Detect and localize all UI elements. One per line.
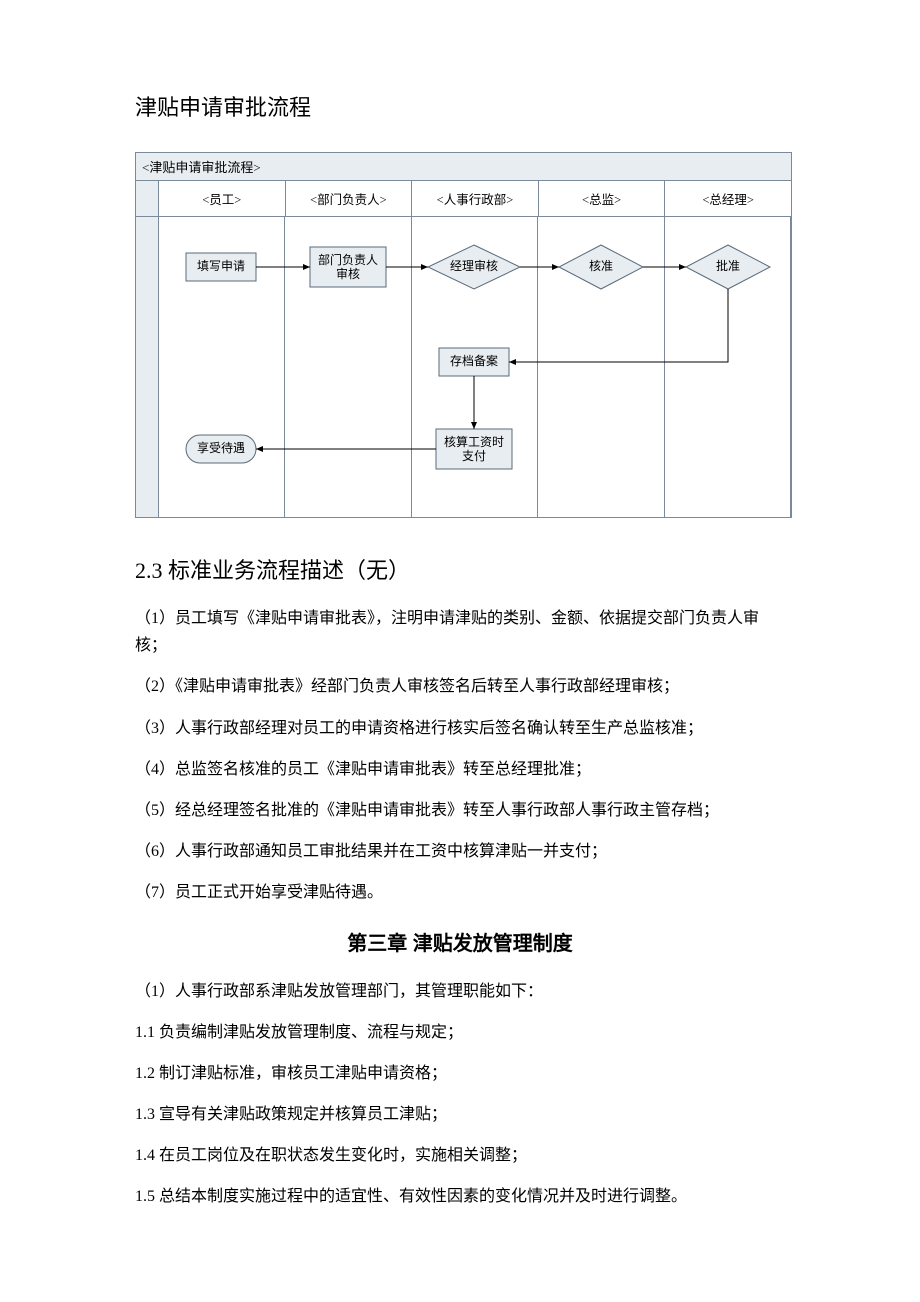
sec3-1-3: 1.3 宣导有关津贴政策规定并核算员工津贴； bbox=[135, 1101, 785, 1128]
sec3-1-1: 1.1 负责编制津贴发放管理制度、流程与规定； bbox=[135, 1019, 785, 1046]
lane-head-gm: <总经理> bbox=[665, 181, 791, 216]
sec3-1-5: 1.5 总结本制度实施过程中的适宜性、有效性因素的变化情况并及时进行调整。 bbox=[135, 1183, 785, 1210]
flowchart-container: <津贴申请审批流程> <员工> <部门负责人> <人事行政部> <总监> <总经… bbox=[135, 152, 792, 518]
flowchart-svg: 填写申请 部门负责人 审核 经理审核 核准 批准 存档备案 bbox=[158, 217, 791, 517]
para-6: （6）人事行政部通知员工审批结果并在工资中核算津贴一并支付； bbox=[135, 838, 785, 865]
node-enjoy: 享受待遇 bbox=[197, 440, 245, 455]
heading-2-3: 2.3 标准业务流程描述（无） bbox=[135, 553, 785, 585]
flowchart-lane-headers: <员工> <部门负责人> <人事行政部> <总监> <总经理> bbox=[136, 181, 791, 217]
lane-head-dept: <部门负责人> bbox=[286, 181, 413, 216]
sec3-1-2: 1.2 制订津贴标准，审核员工津贴申请资格； bbox=[135, 1060, 785, 1087]
lane-head-director: <总监> bbox=[539, 181, 666, 216]
sec3-1: （1）人事行政部系津贴发放管理部门，其管理职能如下： bbox=[135, 978, 785, 1005]
node-fill-apply: 填写申请 bbox=[197, 259, 245, 273]
lane-head-employee: <员工> bbox=[159, 181, 286, 216]
para-5: （5）经总经理签名批准的《津贴申请审批表》转至人事行政部人事行政主管存档； bbox=[135, 797, 785, 824]
para-1: （1）员工填写《津贴申请审批表》，注明申请津贴的类别、金额、依据提交部门负责人审… bbox=[135, 605, 785, 659]
node-dept-review-l1: 部门负责人 bbox=[318, 252, 378, 267]
lane-spacer bbox=[136, 181, 159, 216]
node-ratify: 批准 bbox=[716, 258, 740, 273]
para-3: （3）人事行政部经理对员工的申请资格进行核实后签名确认转至生产总监核准； bbox=[135, 715, 785, 742]
chapter-3-title: 第三章 津贴发放管理制度 bbox=[135, 927, 785, 956]
node-payroll-l1: 核算工资时 bbox=[444, 434, 504, 449]
node-dept-review-l2: 审核 bbox=[336, 266, 360, 281]
para-2: （2）《津贴申请审批表》经部门负责人审核签名后转至人事行政部经理审核； bbox=[135, 673, 785, 700]
page: 津贴申请审批流程 <津贴申请审批流程> <员工> <部门负责人> <人事行政部>… bbox=[0, 0, 920, 1285]
heading-flowchart-title: 津贴申请审批流程 bbox=[135, 90, 785, 122]
body-spacer bbox=[136, 217, 159, 517]
flowchart-body: 填写申请 部门负责人 审核 经理审核 核准 批准 存档备案 bbox=[136, 217, 791, 517]
lane-head-hr: <人事行政部> bbox=[412, 181, 539, 216]
para-7: （7）员工正式开始享受津贴待遇。 bbox=[135, 879, 785, 906]
node-mgr-review: 经理审核 bbox=[450, 258, 498, 273]
flowchart-title-bar: <津贴申请审批流程> bbox=[136, 153, 791, 181]
node-archive: 存档备案 bbox=[450, 353, 498, 368]
para-4: （4）总监签名核准的员工《津贴申请审批表》转至总经理批准； bbox=[135, 756, 785, 783]
node-payroll-l2: 支付 bbox=[462, 449, 486, 463]
sec3-1-4: 1.4 在员工岗位及在职状态发生变化时，实施相关调整； bbox=[135, 1142, 785, 1169]
node-approve: 核准 bbox=[589, 259, 613, 273]
